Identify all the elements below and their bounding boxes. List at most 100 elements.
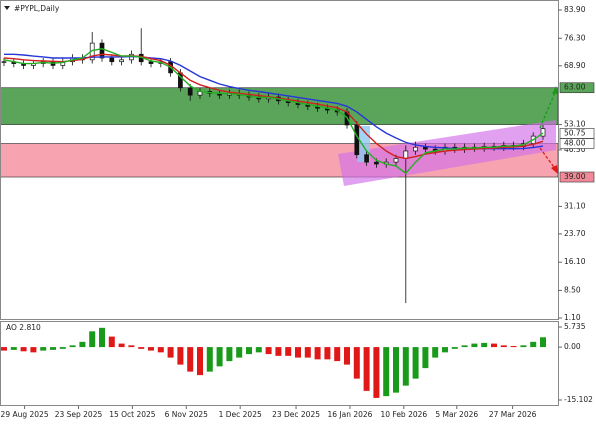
ao-bar (393, 347, 399, 393)
ao-bar (461, 345, 468, 348)
candle-body (393, 158, 399, 163)
x-tick-label: 6 Nov 2025 (165, 410, 208, 419)
ao-bar (491, 343, 497, 348)
ao-bar (197, 347, 203, 376)
ao-bar (206, 347, 213, 372)
ao-bar (471, 343, 478, 348)
ao-bar (451, 347, 458, 349)
ao-bar (285, 347, 292, 356)
ao-bar (255, 347, 262, 353)
candle-body (403, 150, 409, 159)
price-plot (1, 28, 546, 304)
candle-body (540, 128, 546, 137)
y-tick-label: 23.70 (564, 229, 586, 238)
title-caret (4, 6, 10, 10)
ao-bar (128, 345, 135, 348)
x-tick-label: 29 Aug 2025 (1, 410, 49, 419)
ao-bar (422, 347, 429, 369)
ao-bar (89, 331, 96, 348)
candle-body (364, 154, 369, 163)
ao-bar (500, 345, 507, 348)
y-tick-label: 31.10 (564, 201, 586, 210)
ao-bar (50, 347, 56, 350)
ao-bar (138, 347, 145, 349)
price-tag (559, 82, 595, 94)
ao-bar (402, 347, 409, 386)
ao-bar (295, 347, 301, 358)
ao-bar (304, 347, 311, 358)
y-tick-label: 8.50 (564, 285, 581, 294)
candle-body (187, 87, 193, 96)
ao-bar (59, 347, 66, 349)
x-tick-label: 5 Mar 2026 (435, 410, 478, 419)
price-tag-label: 39.00 (564, 172, 586, 181)
x-tick-label: 23 Sep 2025 (55, 410, 103, 419)
ao-bar (314, 347, 321, 360)
ao-bar (216, 347, 223, 367)
ao-bar (157, 347, 164, 353)
ao-bar (99, 327, 105, 348)
candle-body (148, 61, 154, 64)
ao-bar (510, 346, 517, 348)
price-tag (559, 171, 595, 183)
y-tick-label: 76.30 (564, 33, 586, 42)
ao-bar (344, 347, 350, 365)
ao-bar (177, 347, 184, 365)
y-tick-label: 16.10 (564, 257, 586, 266)
x-tick-label: 27 Mar 2026 (489, 410, 537, 419)
ao-bar (236, 347, 243, 358)
moving-average (3, 47, 544, 175)
candle-body (99, 42, 105, 59)
down-arrow (539, 147, 557, 171)
x-tick-label: 23 Dec 2025 (272, 410, 320, 419)
ao-bar (246, 347, 252, 355)
candle-body (109, 57, 115, 63)
down-arrow-head (551, 165, 558, 174)
price-tag-label: 63.00 (564, 83, 586, 92)
ao-title: AO 2.810 (6, 323, 41, 332)
ao-bar (20, 347, 27, 352)
ao-bar (265, 347, 272, 355)
candle-body (374, 161, 379, 165)
y-tick-label: 83.90 (564, 5, 586, 14)
price-tag (559, 138, 595, 149)
ao-frame (0, 321, 559, 406)
zone (0, 87, 559, 125)
candle-body (119, 59, 124, 63)
candle-body (423, 146, 428, 150)
ao-bar (118, 343, 125, 348)
ao-bar (353, 347, 360, 379)
chart-title: #PYPL,Daily (14, 4, 60, 13)
ao-bar (442, 347, 448, 353)
y-tick-label: 68.90 (564, 61, 586, 70)
ao-bar (69, 345, 76, 348)
x-tick-label: 1 Dec 2025 (219, 410, 262, 419)
ao-tick-label: 5.735 (564, 322, 586, 331)
price-tag-label: 48.00 (564, 139, 586, 148)
ao-bar (226, 347, 233, 362)
ao-bar (187, 347, 194, 372)
ao-bar (108, 336, 115, 348)
ao-bar (481, 342, 488, 348)
ao-bar (540, 337, 546, 348)
candle-body (354, 124, 360, 156)
ao-bar (383, 347, 390, 397)
ao-bar (148, 347, 154, 351)
price-channel (338, 120, 556, 186)
x-tick-label: 15 Oct 2025 (109, 410, 156, 419)
ao-bar (432, 347, 439, 358)
ao-bar (275, 347, 282, 356)
y-tick-label: 53.10 (564, 120, 586, 129)
price-tag-label: 50.75 (564, 128, 586, 137)
ao-bar (1, 347, 7, 351)
y-tick-label: 1.10 (564, 313, 581, 322)
x-tick-label: 16 Jan 2026 (327, 410, 372, 419)
ao-bar (324, 347, 331, 360)
ao-tick-label: 0.00 (564, 342, 581, 351)
ao-bar (373, 347, 380, 398)
up-arrow-head (552, 86, 558, 94)
price-frame (0, 0, 559, 320)
candle-body (413, 146, 418, 152)
